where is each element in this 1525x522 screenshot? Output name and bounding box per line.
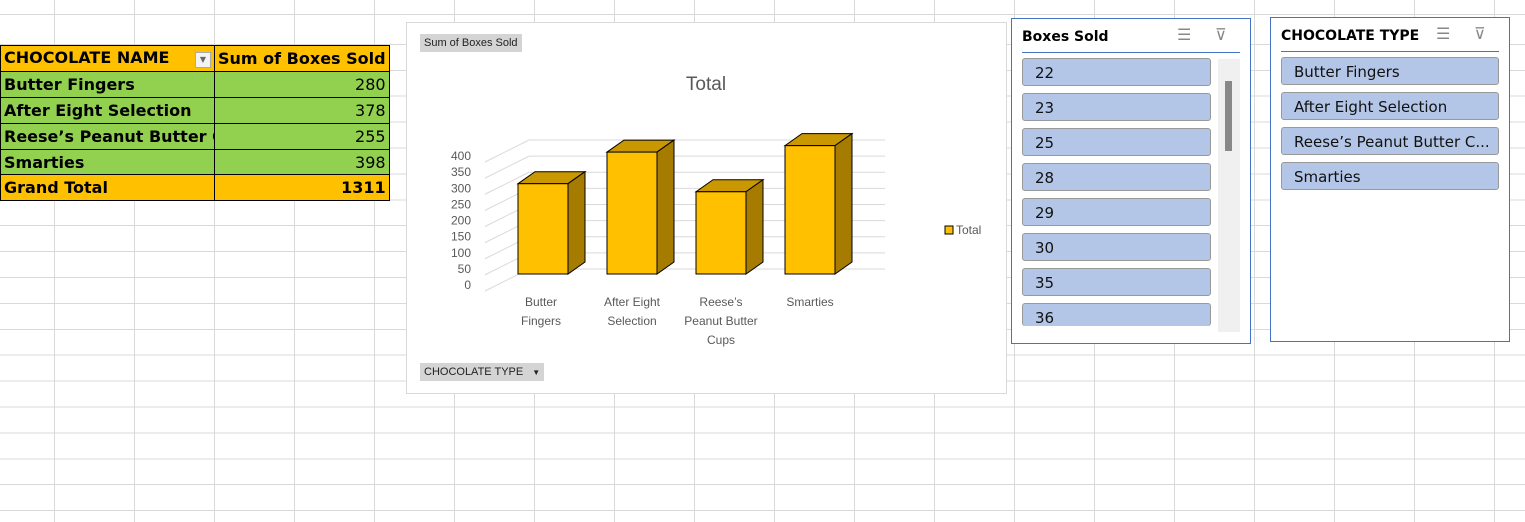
slicer-item[interactable]: 23 <box>1022 93 1211 121</box>
slicer-item[interactable]: Butter Fingers <box>1281 57 1499 85</box>
scrollbar[interactable] <box>1218 59 1240 332</box>
grand-total-label[interactable]: Grand Total <box>0 174 215 202</box>
clear-filter-icon[interactable]: ⊽ <box>1215 27 1227 44</box>
slicer-item[interactable]: After Eight Selection <box>1281 92 1499 120</box>
slicer-item[interactable]: Reese’s Peanut Butter C... <box>1281 127 1499 155</box>
row-value[interactable]: 378 <box>214 96 390 124</box>
row-name[interactable]: Smarties <box>0 148 215 176</box>
table-row: Reese’s Peanut Butter Cups255 <box>0 122 390 150</box>
slicer-title: CHOCOLATE TYPE <box>1281 28 1420 44</box>
slicer-item[interactable]: 29 <box>1022 198 1211 226</box>
column-divider <box>214 0 215 522</box>
grand-total-row: Grand Total 1311 <box>0 174 390 202</box>
x-tick-label: After Eight <box>604 295 661 309</box>
grand-total-value[interactable]: 1311 <box>214 174 390 202</box>
divider <box>1022 52 1240 53</box>
table-row: Butter Fingers 280 <box>0 70 390 98</box>
y-tick-label: 50 <box>458 262 472 276</box>
table-row: After Eight Selection 378 <box>0 96 390 124</box>
y-tick-label: 0 <box>464 278 471 292</box>
dropdown-arrow-icon: ▼ <box>532 368 541 377</box>
bar-side[interactable] <box>834 132 853 275</box>
slicer-item[interactable]: 30 <box>1022 233 1211 261</box>
slicer-item[interactable]: 36 <box>1022 303 1211 327</box>
chart-title: Total <box>686 74 726 95</box>
row-value[interactable]: 398 <box>214 148 390 176</box>
axis-field-button[interactable]: CHOCOLATE TYPE ▼ <box>420 363 545 381</box>
bar-side[interactable] <box>567 170 586 275</box>
y-tick-label: 350 <box>451 165 471 179</box>
bar-2[interactable] <box>695 191 747 275</box>
axis-field-label: CHOCOLATE TYPE <box>424 366 524 378</box>
value-field-button[interactable]: Sum of Boxes Sold <box>420 34 522 52</box>
gridline-side <box>484 171 530 195</box>
slicer-item[interactable]: Smarties <box>1281 162 1499 190</box>
header-label: CHOCOLATE NAME <box>4 48 170 68</box>
x-tick-label: Fingers <box>521 314 561 328</box>
legend-swatch <box>944 225 954 235</box>
gridline-side <box>484 139 530 163</box>
legend-label[interactable]: Total <box>956 223 981 237</box>
slicer-item[interactable]: 22 <box>1022 58 1211 86</box>
clear-filter-icon[interactable]: ⊽ <box>1474 26 1486 43</box>
slicer-title: Boxes Sold <box>1022 29 1109 45</box>
x-tick-label: Butter <box>525 295 557 309</box>
slicer-chocolate-type[interactable]: CHOCOLATE TYPE ☰ ⊽ Butter Fingers After E… <box>1270 17 1510 342</box>
header-chocolate-name[interactable]: CHOCOLATE NAME ▼ <box>0 45 215 72</box>
filter-dropdown-icon[interactable]: ▼ <box>195 52 211 69</box>
scrollbar-thumb[interactable] <box>1225 81 1232 151</box>
slicer-boxes-sold[interactable]: Boxes Sold ☰ ⊽ 22 23 25 28 29 30 35 36 <box>1011 18 1251 344</box>
x-tick-label: Cups <box>707 333 735 347</box>
x-tick-label: Reese’s <box>699 295 742 309</box>
x-tick-label: Smarties <box>786 295 833 309</box>
chart-plot: Total 0 50 100 150 200 250 300 350 400 Butter Finge… <box>451 74 981 347</box>
y-tick-label: 100 <box>451 246 471 260</box>
pivot-table: CHOCOLATE NAME ▼ Sum of Boxes Sold Butter … <box>0 45 390 202</box>
y-tick-label: 150 <box>451 230 471 244</box>
slicer-item[interactable]: 25 <box>1022 128 1211 156</box>
bar-1[interactable] <box>606 151 658 275</box>
header-sum[interactable]: Sum of Boxes Sold <box>214 45 390 72</box>
x-tick-label: Selection <box>607 314 656 328</box>
bar-3[interactable] <box>784 145 836 275</box>
y-tick-label: 300 <box>451 181 471 195</box>
slicer-item[interactable]: 35 <box>1022 268 1211 296</box>
bar-0[interactable] <box>517 183 569 275</box>
row-name[interactable]: After Eight Selection <box>0 96 215 124</box>
table-row: Smarties 398 <box>0 148 390 176</box>
divider <box>1281 51 1499 52</box>
row-value[interactable]: 255 <box>214 122 390 150</box>
y-tick-label: 400 <box>451 149 471 163</box>
multi-select-icon[interactable]: ☰ <box>1177 27 1192 44</box>
bar-side[interactable] <box>656 139 675 275</box>
row-value[interactable]: 280 <box>214 70 390 98</box>
row-name[interactable]: Reese’s Peanut Butter Cups <box>0 122 215 150</box>
y-tick-label: 200 <box>451 214 471 228</box>
row-name[interactable]: Butter Fingers <box>0 70 215 98</box>
gridline-side <box>484 155 530 179</box>
slicer-item[interactable]: 28 <box>1022 163 1211 191</box>
bar-side[interactable] <box>745 178 764 275</box>
y-tick-label: 250 <box>451 197 471 211</box>
x-tick-label: Peanut Butter <box>684 314 757 328</box>
pivot-chart[interactable]: Sum of Boxes Sold CHOCOLATE TYPE ▼ Total… <box>406 22 1007 394</box>
multi-select-icon[interactable]: ☰ <box>1436 26 1451 43</box>
